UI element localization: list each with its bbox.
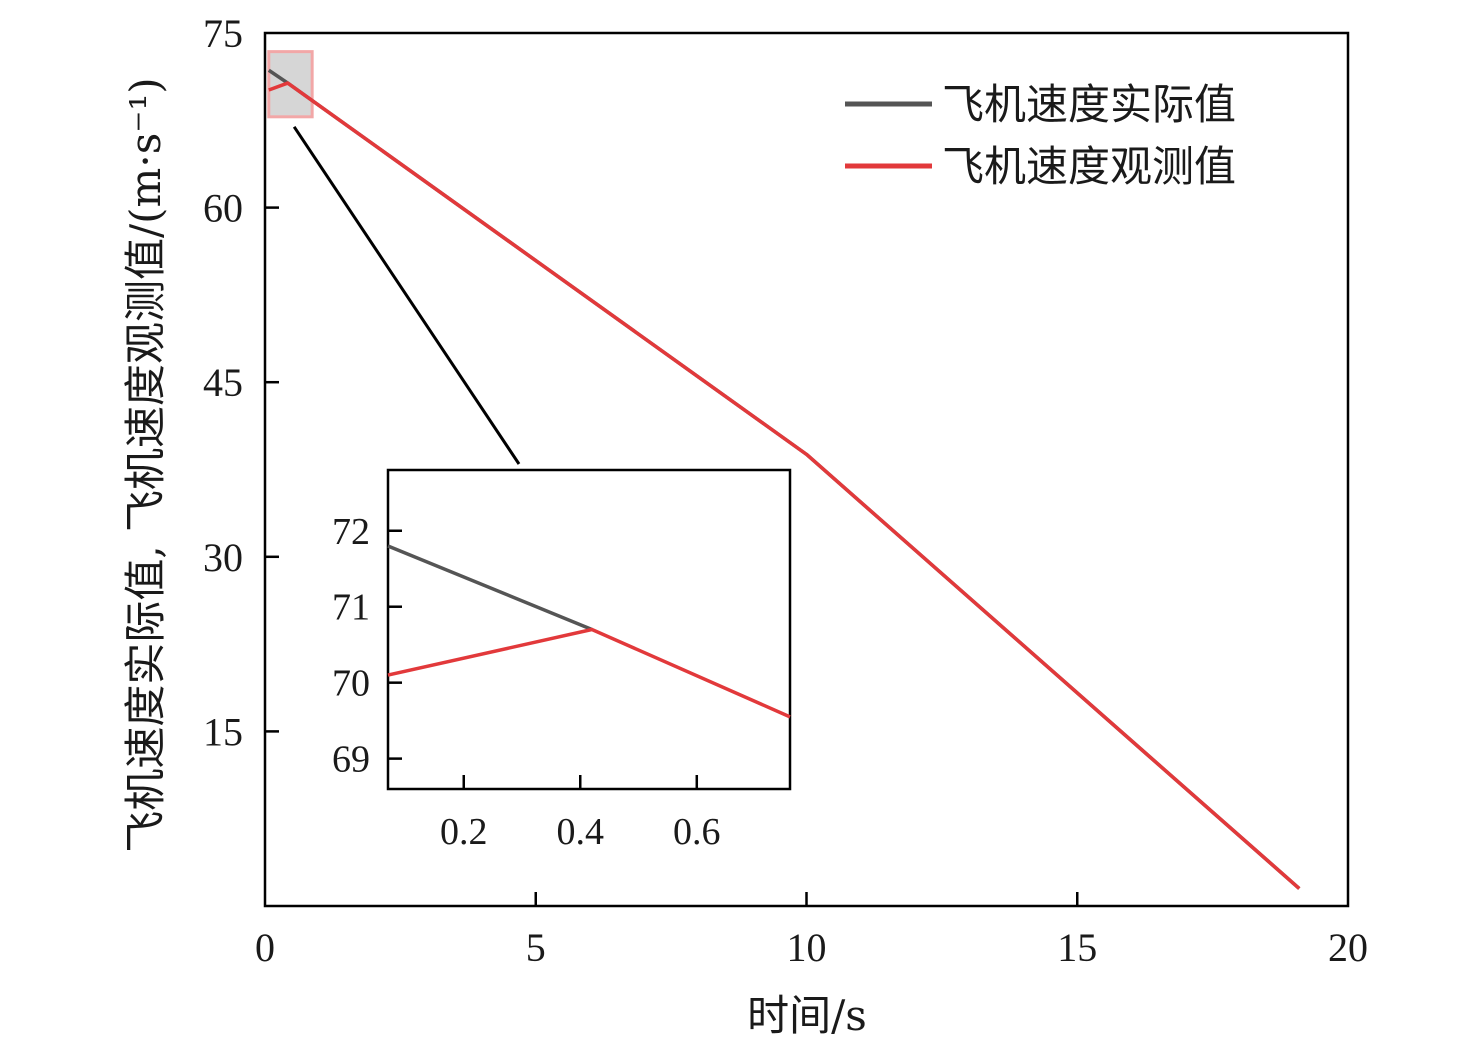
y-tick-label: 75 [203,11,243,56]
x-axis-label: 时间/s [747,991,867,1040]
inset-x-tick-label: 0.6 [673,811,721,853]
y-axis-label: 飞机速度实际值, 飞机速度观测值/(m·s⁻¹) [121,77,170,852]
inset-series-line-observed [387,627,791,719]
zoom-region-box [267,50,314,119]
main-series-group [267,68,1301,890]
inset-series-line-actual [387,544,593,632]
inset-y-tick-label: 72 [332,511,370,553]
x-tick-label: 15 [1057,925,1097,970]
y-tick-label: 15 [203,709,243,754]
y-tick-label: 60 [203,186,243,231]
inset-y-tick-label: 71 [332,587,370,629]
x-tick-label: 0 [255,925,275,970]
legend-label-observed: 飞机速度观测值 [942,142,1236,191]
zoom-connector-line [292,125,521,465]
y-tick-label: 45 [203,360,243,405]
inset-x-tick-label: 0.2 [440,811,488,853]
series-line-observed [268,81,1301,890]
x-tick-label: 5 [526,925,546,970]
inset-x-tick-label: 0.4 [557,811,605,853]
x-tick-label: 20 [1328,925,1368,970]
legend: 飞机速度实际值 飞机速度观测值 [845,80,1236,191]
inset-y-tick-label: 69 [332,739,370,781]
x-tick-label: 10 [787,925,827,970]
inset-series-group [387,544,791,719]
inset-axis-ticks: 0.2 0.4 0.6 69 70 71 72 [332,511,721,853]
y-tick-label: 30 [203,535,243,580]
legend-label-actual: 飞机速度实际值 [942,80,1236,129]
main-axis-ticks: 0 5 10 15 20 15 30 45 60 75 [203,11,1368,970]
inset-y-tick-label: 70 [332,663,370,705]
